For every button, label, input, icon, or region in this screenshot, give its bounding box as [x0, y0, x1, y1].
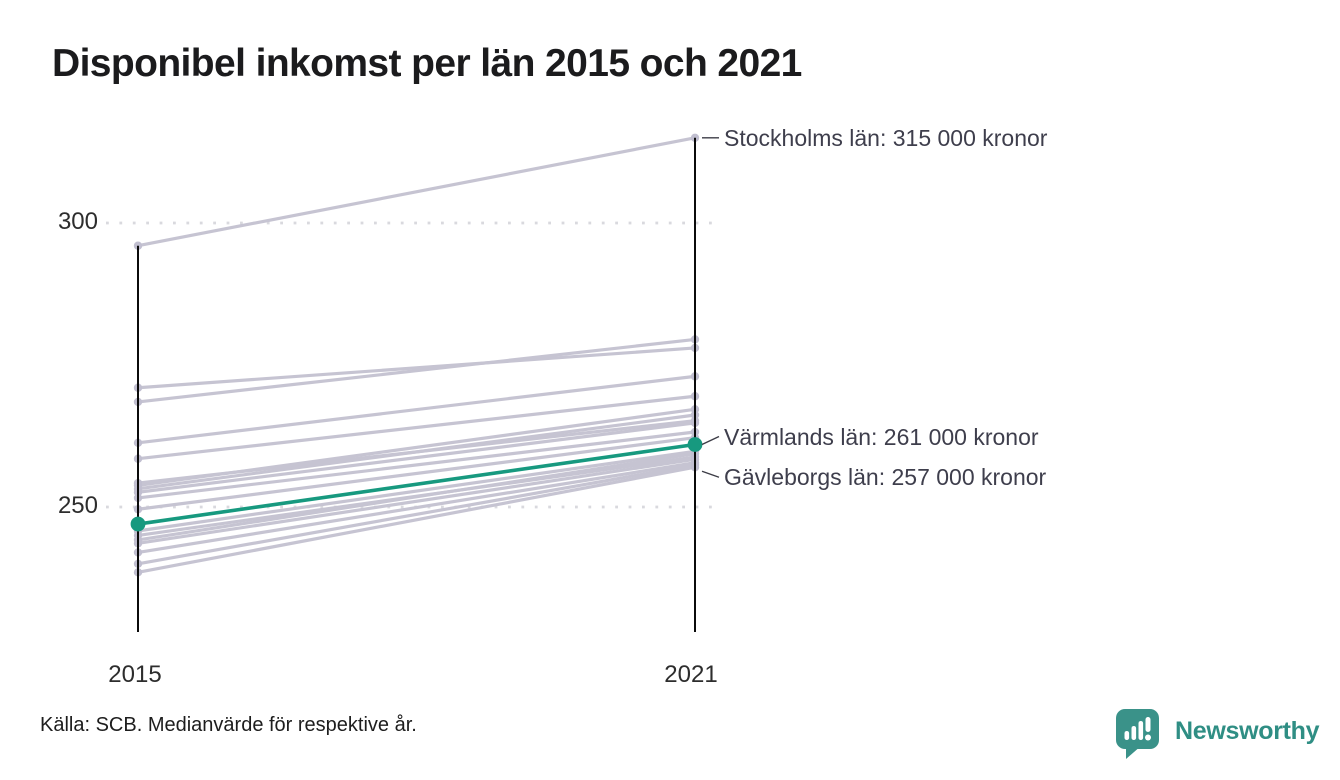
slope-line: [136, 337, 697, 404]
slope-line: [136, 430, 697, 500]
highlight-endpoint-dot: [687, 437, 703, 452]
slope-line: [136, 407, 697, 488]
slope-line: [136, 346, 697, 390]
newsworthy-logo: Newsworthy: [1114, 708, 1320, 760]
slope-line: [136, 413, 697, 491]
slope-line: [136, 463, 697, 566]
slope-line: [136, 394, 697, 461]
source-note: Källa: SCB. Medianvärde för respektive å…: [40, 714, 417, 736]
slope-line: [136, 452, 697, 542]
slope-line: [136, 461, 697, 555]
chart-title: Disponibel inkomst per län 2015 och 2021: [52, 42, 802, 85]
newsworthy-pin-barchart-icon: [1116, 709, 1159, 759]
slope-line: [136, 374, 697, 445]
highlight-slope-line: [136, 442, 697, 526]
y-axis-tick-300: 300: [57, 208, 98, 235]
x-axis-label-2015: 2015: [108, 661, 162, 688]
y-axis-tick-250: 250: [57, 492, 98, 519]
x-axis-label-2021: 2021: [664, 661, 718, 688]
slope-line: [136, 421, 697, 494]
annotation-stockholms-lan: Stockholms län: 315 000 kronor: [724, 124, 1048, 151]
annotation-varmlands-lan: Värmlands län: 261 000 kronor: [724, 423, 1039, 450]
annotation-connector: [701, 435, 720, 446]
highlight-endpoint-dot: [130, 516, 146, 532]
slope-line: [136, 457, 697, 545]
newsworthy-logo-text: Newsworthy: [1175, 717, 1320, 745]
annotation-gavleborgs-lan: Gävleborgs län: 257 000 kronor: [724, 464, 1047, 491]
slope-line: [136, 436, 697, 511]
slope-line: [136, 136, 697, 248]
slope-line: [136, 449, 697, 533]
slope-line: [136, 465, 697, 574]
annotation-connector: [701, 470, 720, 478]
